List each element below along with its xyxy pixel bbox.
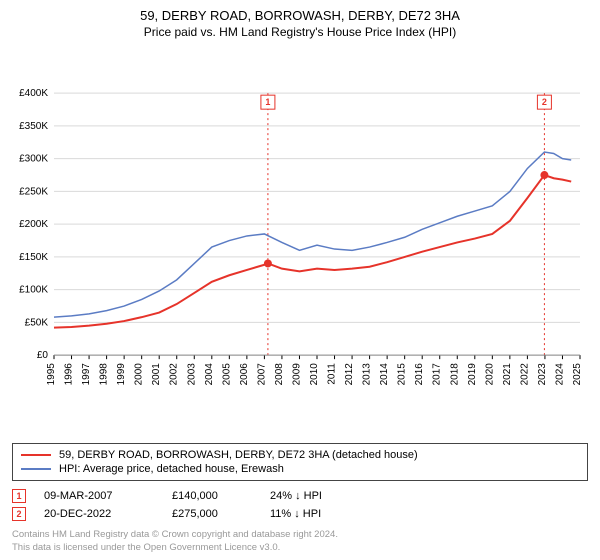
svg-text:1996: 1996 [64,363,75,386]
legend-swatch [21,454,51,456]
svg-text:1997: 1997 [81,363,92,386]
chart-area: £0 £50K £100K £150K £200K £250K £300K £350K £400… [12,43,588,441]
svg-text:2019: 2019 [467,363,478,386]
svg-text:1: 1 [265,97,270,107]
sale-date: 20-DEC-2022 [44,508,154,520]
svg-text:1998: 1998 [99,363,110,386]
chart-title: 59, DERBY ROAD, BORROWASH, DERBY, DE72 3… [12,8,588,23]
svg-text:2017: 2017 [432,363,443,386]
sale-badge-icon: 2 [12,507,26,521]
sale-date: 09-MAR-2007 [44,490,154,502]
svg-text:2012: 2012 [344,363,355,386]
svg-text:£200K: £200K [19,219,48,230]
chart-container: 59, DERBY ROAD, BORROWASH, DERBY, DE72 3… [0,0,600,560]
legend-swatch [21,468,51,470]
svg-text:2000: 2000 [134,363,145,386]
svg-text:£50K: £50K [25,317,49,328]
line-chart-svg: £0 £50K £100K £150K £200K £250K £300K £350K £400… [12,43,588,441]
svg-text:2015: 2015 [397,363,408,386]
svg-text:£0: £0 [37,350,49,361]
svg-text:2011: 2011 [327,363,338,385]
svg-text:2005: 2005 [221,363,232,386]
title-block: 59, DERBY ROAD, BORROWASH, DERBY, DE72 3… [12,8,588,39]
svg-text:2: 2 [542,97,547,107]
sales-table: 1 09-MAR-2007 £140,000 24% ↓ HPI 2 20-DE… [12,487,588,523]
svg-text:2014: 2014 [379,363,390,386]
svg-text:1999: 1999 [116,363,127,386]
svg-text:2024: 2024 [554,363,565,386]
svg-text:£250K: £250K [19,186,48,197]
sale-price: £275,000 [172,508,252,520]
sale-badge-icon: 1 [12,489,26,503]
svg-text:£350K: £350K [19,121,48,132]
sale-row: 1 09-MAR-2007 £140,000 24% ↓ HPI [12,487,588,505]
legend: 59, DERBY ROAD, BORROWASH, DERBY, DE72 3… [12,443,588,481]
svg-text:2002: 2002 [169,363,180,386]
svg-text:2009: 2009 [291,363,302,386]
svg-text:1995: 1995 [46,363,57,386]
svg-text:£300K: £300K [19,154,48,165]
svg-text:2010: 2010 [309,363,320,386]
legend-label: HPI: Average price, detached house, Erew… [59,463,284,475]
svg-text:£100K: £100K [19,285,48,296]
footer: Contains HM Land Registry data © Crown c… [12,529,588,554]
svg-text:2022: 2022 [519,363,530,386]
legend-label: 59, DERBY ROAD, BORROWASH, DERBY, DE72 3… [59,449,418,461]
svg-text:2008: 2008 [274,363,285,386]
svg-text:2018: 2018 [449,363,460,386]
footer-line: This data is licensed under the Open Gov… [12,542,588,554]
svg-text:2025: 2025 [572,363,583,386]
svg-text:2006: 2006 [239,363,250,386]
svg-text:2016: 2016 [414,363,425,386]
legend-item: HPI: Average price, detached house, Erew… [21,462,579,476]
sale-delta: 24% ↓ HPI [270,490,370,502]
sale-delta: 11% ↓ HPI [270,508,370,520]
svg-text:2023: 2023 [537,363,548,386]
svg-text:£150K: £150K [19,252,48,263]
svg-text:£400K: £400K [19,88,48,99]
svg-text:2021: 2021 [502,363,513,386]
svg-text:2001: 2001 [151,363,162,386]
svg-text:2020: 2020 [484,363,495,386]
legend-item: 59, DERBY ROAD, BORROWASH, DERBY, DE72 3… [21,448,579,462]
sale-price: £140,000 [172,490,252,502]
svg-text:2004: 2004 [204,363,215,386]
svg-text:2003: 2003 [186,363,197,386]
sale-row: 2 20-DEC-2022 £275,000 11% ↓ HPI [12,505,588,523]
chart-subtitle: Price paid vs. HM Land Registry's House … [12,25,588,39]
svg-text:2007: 2007 [256,363,267,386]
svg-text:2013: 2013 [362,363,373,386]
footer-line: Contains HM Land Registry data © Crown c… [12,529,588,541]
